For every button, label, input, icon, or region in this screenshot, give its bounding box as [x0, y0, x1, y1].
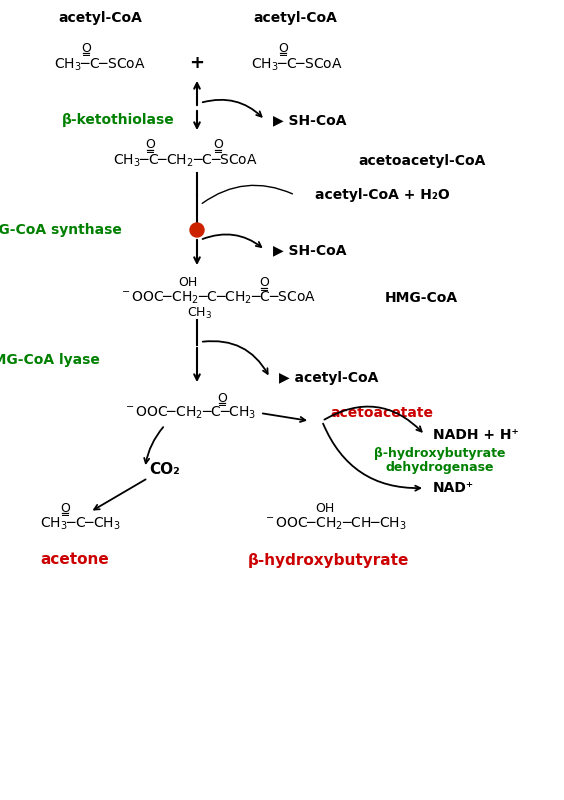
Text: β-hydroxybutyrate: β-hydroxybutyrate — [374, 447, 506, 461]
Text: NAD⁺: NAD⁺ — [433, 481, 474, 495]
Text: CH$_3$─C─SCoA: CH$_3$─C─SCoA — [54, 57, 146, 74]
Text: O: O — [278, 42, 288, 54]
Text: ▶ SH-CoA: ▶ SH-CoA — [273, 243, 346, 257]
Text: CO₂: CO₂ — [149, 462, 180, 478]
Text: acetyl-CoA + H₂O: acetyl-CoA + H₂O — [315, 188, 450, 202]
Text: OH: OH — [315, 502, 334, 514]
Circle shape — [190, 223, 204, 237]
Text: $^-$OOC─CH$_2$─C─CH$_3$: $^-$OOC─CH$_2$─C─CH$_3$ — [124, 405, 257, 421]
Text: O: O — [259, 277, 269, 290]
Text: acetoacetyl-CoA: acetoacetyl-CoA — [358, 154, 486, 168]
Text: NADH + H⁺: NADH + H⁺ — [433, 428, 519, 442]
Text: acetone: acetone — [41, 553, 109, 567]
Text: acetyl-CoA: acetyl-CoA — [58, 11, 142, 25]
Text: O: O — [81, 42, 91, 54]
Text: CH$_3$─C─CH$_2$─C─SCoA: CH$_3$─C─CH$_2$─C─SCoA — [113, 153, 257, 170]
Text: β-hydroxybutyrate: β-hydroxybutyrate — [247, 553, 409, 567]
Text: +: + — [190, 54, 205, 72]
Text: $^-$OOC─CH$_2$─CH─CH$_3$: $^-$OOC─CH$_2$─CH─CH$_3$ — [263, 516, 407, 532]
Text: O: O — [213, 138, 223, 151]
Text: O: O — [217, 391, 227, 405]
Text: OH: OH — [178, 277, 197, 290]
Text: acetoacetate: acetoacetate — [330, 406, 433, 420]
Text: β-ketothiolase: β-ketothiolase — [61, 113, 174, 127]
Text: $^-$OOC─CH$_2$─C─CH$_2$─C─SCoA: $^-$OOC─CH$_2$─C─CH$_2$─C─SCoA — [120, 290, 316, 306]
Text: acetyl-CoA: acetyl-CoA — [253, 11, 337, 25]
Text: HMG-CoA lyase: HMG-CoA lyase — [0, 353, 100, 367]
Text: dehydrogenase: dehydrogenase — [386, 461, 494, 474]
Text: ▶ acetyl-CoA: ▶ acetyl-CoA — [279, 371, 378, 385]
Text: O: O — [145, 138, 155, 151]
Text: CH$_3$─C─SCoA: CH$_3$─C─SCoA — [251, 57, 343, 74]
Text: O: O — [60, 502, 70, 514]
Text: ▶ SH-CoA: ▶ SH-CoA — [273, 113, 346, 127]
Text: CH$_3$─C─CH$_3$: CH$_3$─C─CH$_3$ — [39, 516, 121, 532]
Text: HMG-CoA synthase: HMG-CoA synthase — [0, 223, 122, 237]
Text: HMG-CoA: HMG-CoA — [385, 291, 458, 305]
Text: CH$_3$: CH$_3$ — [187, 306, 213, 321]
